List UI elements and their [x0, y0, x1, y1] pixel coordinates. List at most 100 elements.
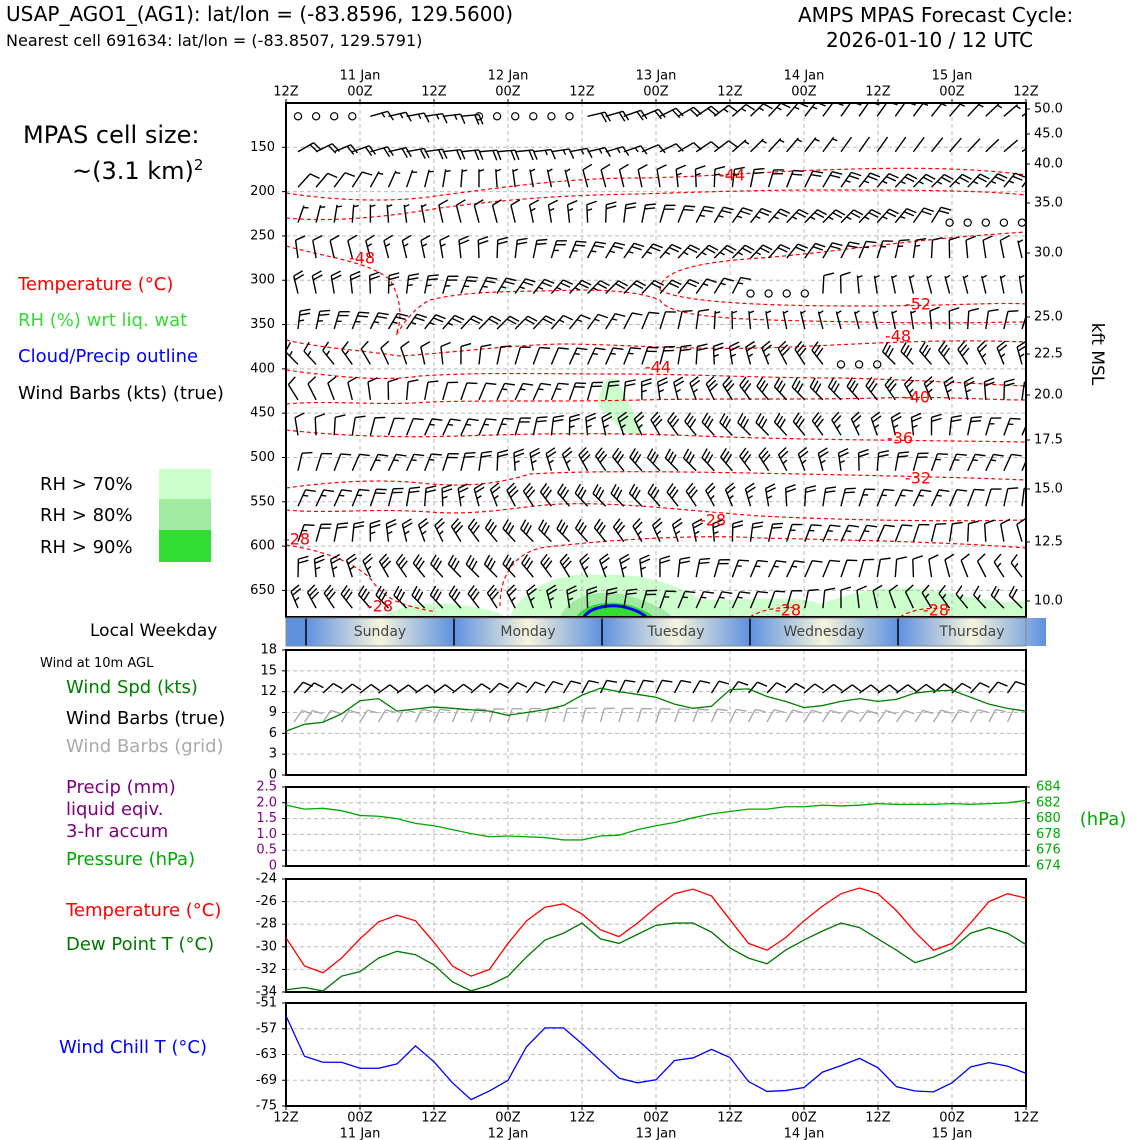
barb-full	[486, 418, 497, 421]
wind-barb	[967, 173, 990, 188]
wind-barb	[894, 136, 907, 153]
wind-barb	[568, 279, 592, 295]
barb-full	[741, 379, 749, 390]
barb-full	[645, 203, 656, 206]
barb-full	[762, 344, 772, 352]
barb-staff	[297, 453, 303, 471]
barb-full	[484, 518, 492, 529]
barb-staff	[526, 591, 534, 609]
barb-staff	[858, 488, 866, 507]
barb-staff	[585, 417, 589, 436]
barb-full	[671, 418, 680, 428]
calm-circle	[1017, 218, 1026, 227]
barb-full	[905, 584, 914, 593]
barb-staff	[689, 382, 697, 401]
barb-staff	[612, 526, 625, 543]
barb-half	[761, 139, 767, 144]
barb-full	[812, 560, 823, 563]
barb-full	[624, 383, 636, 387]
barb-staff	[768, 244, 782, 259]
barb-full	[706, 418, 714, 429]
barb-half	[377, 172, 384, 175]
barb-full	[330, 270, 341, 277]
weekday-border	[285, 617, 1027, 647]
barb-half	[421, 203, 427, 208]
barb-full	[791, 173, 803, 176]
wind-barb	[341, 341, 353, 365]
barb-staff	[1003, 311, 1009, 330]
wind-barb	[460, 169, 468, 188]
pressure-label: Pressure (hPa)	[66, 849, 196, 870]
barb-staff	[297, 311, 301, 330]
barb-half	[744, 140, 750, 145]
barb-full	[993, 588, 1000, 599]
barb-half	[846, 216, 852, 221]
barb-full	[918, 452, 929, 455]
wind-barb	[881, 342, 896, 365]
barb-full	[367, 709, 378, 714]
barb-full	[688, 454, 695, 465]
barb-full	[721, 591, 733, 595]
wind-barb	[595, 447, 608, 472]
barb-full	[318, 313, 330, 316]
barb-full	[395, 553, 404, 563]
wind-barb	[387, 312, 408, 330]
wind-barb	[478, 315, 502, 330]
barb-full	[925, 683, 935, 691]
top-tick-label: 00Z	[643, 85, 669, 100]
barb-full	[680, 348, 691, 352]
barb-full	[600, 163, 611, 171]
barb-half	[556, 286, 562, 291]
barb-full	[745, 340, 755, 348]
bottom-date-label: 11 Jan	[340, 1127, 381, 1140]
barb-full	[632, 518, 641, 527]
barb-staff	[677, 244, 691, 259]
barb-half	[779, 139, 785, 143]
barb-full	[299, 312, 311, 316]
barb-full	[506, 584, 515, 593]
wind-barb	[297, 451, 313, 471]
barb-full	[411, 585, 418, 596]
barb-staff	[948, 523, 953, 542]
barb-staff	[587, 280, 601, 295]
barb-full	[327, 376, 337, 384]
wind-barb	[568, 240, 587, 259]
wind-barb	[822, 171, 843, 188]
wind-barb	[923, 376, 935, 401]
site-title: USAP_AGO1_(AG1): lat/lon = (-83.8596, 12…	[6, 2, 514, 26]
barb-half	[393, 459, 399, 462]
barb-full	[427, 278, 438, 281]
barb-staff	[586, 241, 597, 259]
barb-staff	[352, 145, 370, 153]
barb-full	[413, 417, 424, 421]
wind-barb	[739, 447, 752, 472]
barb-full	[563, 450, 573, 459]
barb-staff	[387, 454, 397, 472]
barb-half	[839, 460, 845, 464]
barb-full	[1011, 453, 1022, 457]
barb-half	[900, 494, 906, 497]
barb-staff	[840, 171, 852, 188]
wind-barb	[514, 382, 534, 401]
barb-staff	[442, 148, 461, 153]
barb-staff	[424, 112, 443, 117]
barb-staff	[623, 109, 642, 117]
barb-full	[666, 483, 674, 493]
wind-barb	[786, 590, 803, 609]
contour-minus-44-upper2	[286, 189, 1026, 221]
barb-full	[393, 487, 404, 490]
barb-full	[829, 524, 841, 528]
barb-full	[546, 451, 557, 458]
barb-staff	[424, 275, 429, 294]
barb-staff	[980, 275, 987, 294]
barb-half	[404, 530, 410, 535]
barb-full	[376, 488, 387, 491]
barb-staff	[395, 561, 408, 578]
barb-full	[906, 207, 917, 214]
wind-barb	[1003, 172, 1026, 188]
top-date-label: 12 Jan	[488, 69, 529, 84]
barb-staff	[351, 523, 355, 542]
wind-barb	[351, 521, 365, 542]
wind-barb	[872, 584, 883, 609]
barb-full	[414, 316, 425, 322]
